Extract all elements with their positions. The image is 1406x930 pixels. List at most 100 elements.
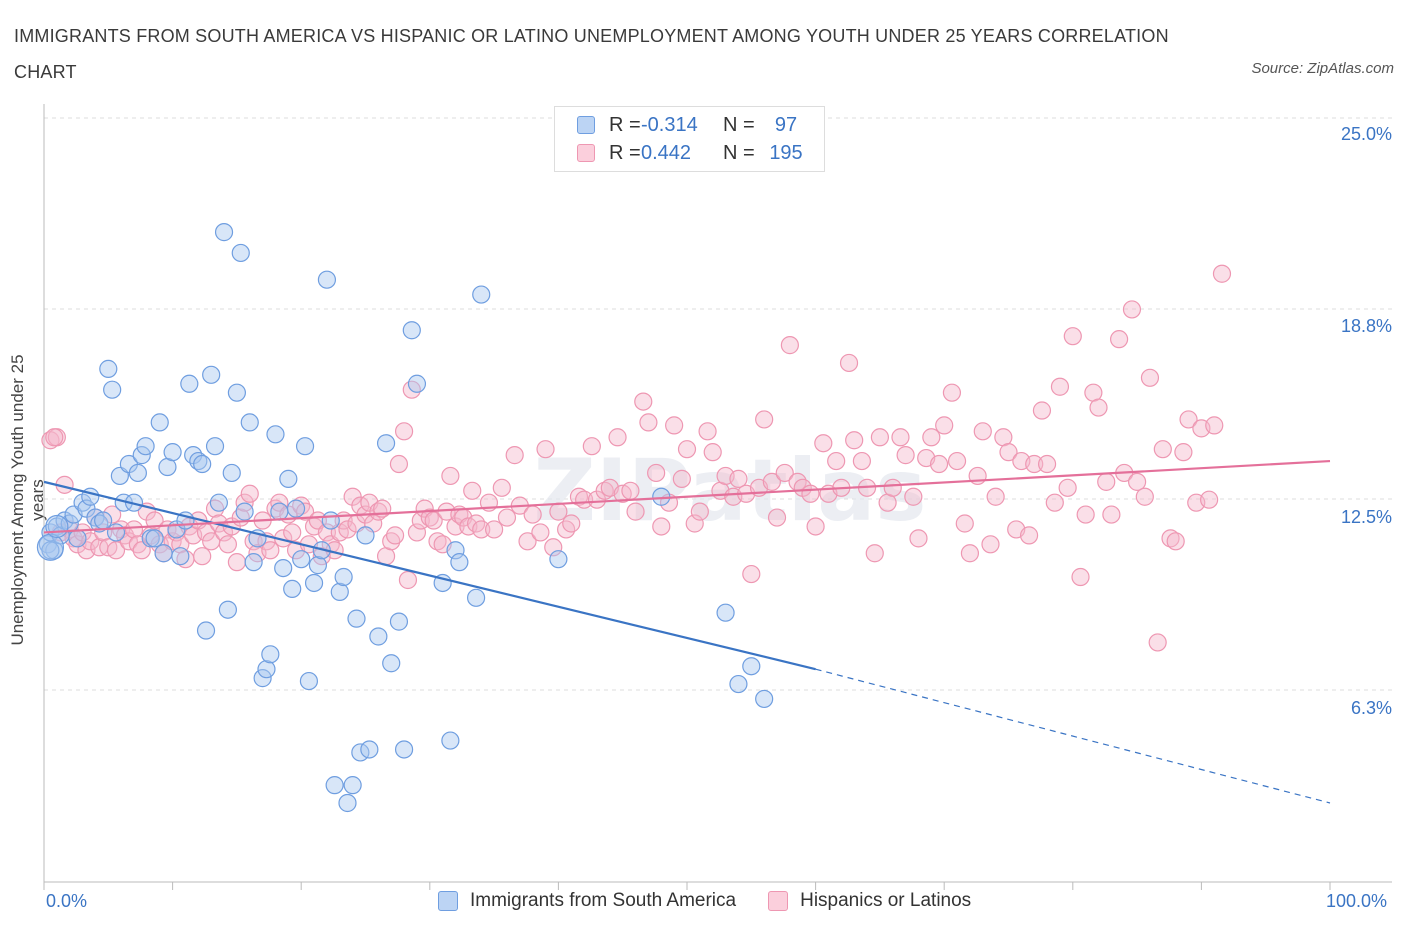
point-south-america xyxy=(450,553,469,572)
point-south-america xyxy=(171,547,190,566)
legend-row-south-america: R = -0.314 N = 97 xyxy=(577,112,811,138)
point-hispanic xyxy=(218,535,237,554)
y-tick-label: 6.3% xyxy=(1351,698,1392,718)
correlation-legend: R = -0.314 N = 97 R = 0.442 N = 195 xyxy=(554,106,825,172)
point-hispanic xyxy=(1122,300,1142,319)
point-hispanic xyxy=(755,410,774,429)
point-hispanic xyxy=(767,508,787,527)
legend-n-label: N = xyxy=(723,113,755,136)
point-south-america xyxy=(257,660,276,679)
point-hispanic xyxy=(1071,567,1090,587)
point-south-america xyxy=(338,793,357,813)
point-south-america xyxy=(299,671,319,691)
point-hispanic xyxy=(536,440,555,459)
point-hispanic xyxy=(582,437,601,456)
point-hispanic xyxy=(523,505,542,524)
point-hispanic xyxy=(652,517,671,536)
point-hispanic xyxy=(942,383,962,402)
point-hispanic xyxy=(544,538,563,557)
legend-r-label: R = xyxy=(609,113,641,136)
point-hispanic xyxy=(1045,493,1064,512)
point-south-america xyxy=(103,380,122,399)
y-tick-label: 12.5% xyxy=(1341,507,1392,527)
point-south-america xyxy=(755,689,774,709)
series-legend: Immigrants from South America Hispanics … xyxy=(438,890,1003,912)
legend-r-value: -0.314 xyxy=(641,113,698,136)
point-south-america xyxy=(253,669,272,688)
point-hispanic xyxy=(595,481,614,500)
point-hispanic xyxy=(398,570,418,590)
point-hispanic xyxy=(385,526,405,545)
legend-n-value: 97 xyxy=(774,113,798,136)
legend-r-value: 0.442 xyxy=(641,141,692,164)
point-south-america xyxy=(266,425,285,444)
point-hispanic xyxy=(839,353,859,373)
point-hispanic xyxy=(690,502,709,521)
point-south-america xyxy=(356,526,375,545)
point-hispanic xyxy=(742,564,761,584)
point-south-america xyxy=(360,740,379,759)
point-south-america xyxy=(205,437,225,456)
point-south-america xyxy=(163,443,182,462)
point-hispanic xyxy=(806,517,825,536)
point-hispanic xyxy=(1032,401,1052,420)
point-hispanic xyxy=(1205,416,1224,435)
point-hispanic xyxy=(1097,472,1116,491)
point-south-america xyxy=(145,529,164,548)
point-south-america xyxy=(196,621,216,640)
point-south-america xyxy=(308,556,328,575)
point-south-america xyxy=(441,731,460,750)
point-south-america xyxy=(742,657,761,676)
point-hispanic xyxy=(999,443,1018,462)
point-hispanic xyxy=(1019,526,1039,545)
point-south-america xyxy=(154,544,173,563)
point-hispanic xyxy=(1025,454,1044,474)
point-hispanic xyxy=(424,511,443,530)
point-hispanic xyxy=(1127,472,1147,491)
point-hispanic xyxy=(485,520,504,539)
point-south-america xyxy=(36,533,65,561)
point-hispanic xyxy=(562,514,581,533)
point-south-america xyxy=(218,600,237,619)
x-tick-label-min: 0.0% xyxy=(46,891,88,911)
point-hispanic xyxy=(338,520,357,539)
point-south-america xyxy=(128,463,147,483)
point-south-america xyxy=(94,511,113,530)
point-south-america xyxy=(244,553,263,572)
trend-line-hispanic xyxy=(43,459,1331,534)
point-hispanic xyxy=(986,487,1005,506)
point-hispanic xyxy=(407,523,427,542)
point-hispanic xyxy=(1076,505,1095,524)
point-south-america xyxy=(41,541,60,560)
series-legend-label: Immigrants from South America xyxy=(470,890,737,911)
point-hispanic xyxy=(463,481,482,500)
point-hispanic xyxy=(261,541,280,560)
point-hispanic xyxy=(1212,264,1232,283)
point-south-america xyxy=(330,582,349,601)
point-south-america xyxy=(347,609,366,628)
point-hispanic xyxy=(672,469,691,488)
point-hispanic xyxy=(472,520,491,539)
point-hispanic xyxy=(394,422,414,441)
point-hispanic xyxy=(960,544,980,563)
point-hispanic xyxy=(575,490,594,509)
point-hispanic xyxy=(955,514,974,533)
point-south-america xyxy=(180,374,199,393)
legend-swatch-pink xyxy=(577,144,595,162)
point-hispanic xyxy=(665,416,684,435)
point-south-america xyxy=(446,541,465,560)
point-hispanic xyxy=(1200,490,1219,509)
point-hispanic xyxy=(698,422,717,441)
point-south-america xyxy=(283,579,302,599)
point-hispanic xyxy=(1063,327,1082,346)
point-south-america xyxy=(402,321,421,340)
point-hispanic xyxy=(1102,505,1121,524)
point-hispanic xyxy=(1058,478,1077,497)
chart-title: IMMIGRANTS FROM SOUTH AMERICA VS HISPANI… xyxy=(14,26,1169,82)
point-south-america xyxy=(68,529,87,548)
series-swatch-blue xyxy=(438,891,458,911)
series-legend-label: Hispanics or Latinos xyxy=(800,890,972,911)
series-legend-item-south-america: Immigrants from South America xyxy=(438,890,736,912)
point-hispanic xyxy=(531,523,550,542)
